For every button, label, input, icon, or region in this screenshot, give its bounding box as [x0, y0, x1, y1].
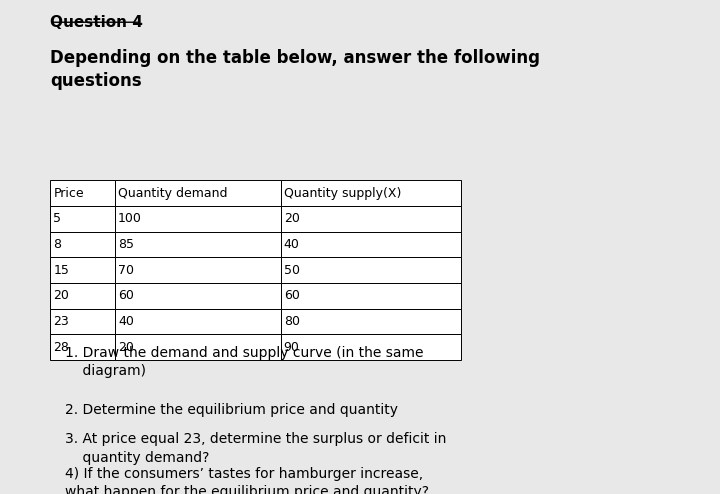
Text: 85: 85 [118, 238, 134, 251]
Text: 23: 23 [53, 315, 69, 328]
Bar [115, 283, 281, 309]
Text: 8: 8 [53, 238, 61, 251]
Bar [50, 309, 115, 334]
Bar [281, 334, 461, 360]
Text: 50: 50 [284, 264, 300, 277]
Text: 20: 20 [53, 289, 69, 302]
Bar [50, 180, 115, 206]
Bar [281, 309, 461, 334]
Text: Depending on the table below, answer the following
questions: Depending on the table below, answer the… [50, 49, 541, 90]
Text: 100: 100 [118, 212, 142, 225]
Text: Question 4: Question 4 [50, 15, 143, 30]
Text: 4) If the consumers’ tastes for hamburger increase,
what happen for the equilibr: 4) If the consumers’ tastes for hamburge… [65, 467, 429, 494]
Bar [115, 232, 281, 257]
Text: Quantity demand: Quantity demand [118, 187, 228, 200]
Text: Quantity supply(X): Quantity supply(X) [284, 187, 401, 200]
Text: 80: 80 [284, 315, 300, 328]
Text: Price: Price [53, 187, 84, 200]
Bar [115, 180, 281, 206]
Bar [281, 283, 461, 309]
Bar [115, 309, 281, 334]
Bar [50, 206, 115, 232]
Text: 15: 15 [53, 264, 69, 277]
Text: 3. At price equal 23, determine the surplus or deficit in
    quantity demand?: 3. At price equal 23, determine the surp… [65, 432, 446, 465]
Bar [50, 257, 115, 283]
Bar [50, 283, 115, 309]
Text: 5: 5 [53, 212, 61, 225]
Bar [281, 206, 461, 232]
Bar [50, 232, 115, 257]
Bar [50, 334, 115, 360]
Bar [281, 257, 461, 283]
Text: 40: 40 [284, 238, 300, 251]
Text: 1. Draw the demand and supply curve (in the same
    diagram): 1. Draw the demand and supply curve (in … [65, 346, 423, 378]
Bar [115, 334, 281, 360]
Text: 20: 20 [118, 341, 134, 354]
Text: 28: 28 [53, 341, 69, 354]
Text: 40: 40 [118, 315, 134, 328]
Text: 70: 70 [118, 264, 134, 277]
Bar [115, 257, 281, 283]
Text: 2. Determine the equilibrium price and quantity: 2. Determine the equilibrium price and q… [65, 403, 397, 416]
Bar [115, 206, 281, 232]
Text: 60: 60 [284, 289, 300, 302]
Bar [281, 180, 461, 206]
Text: 90: 90 [284, 341, 300, 354]
Text: 60: 60 [118, 289, 134, 302]
Bar [281, 232, 461, 257]
Text: 20: 20 [284, 212, 300, 225]
